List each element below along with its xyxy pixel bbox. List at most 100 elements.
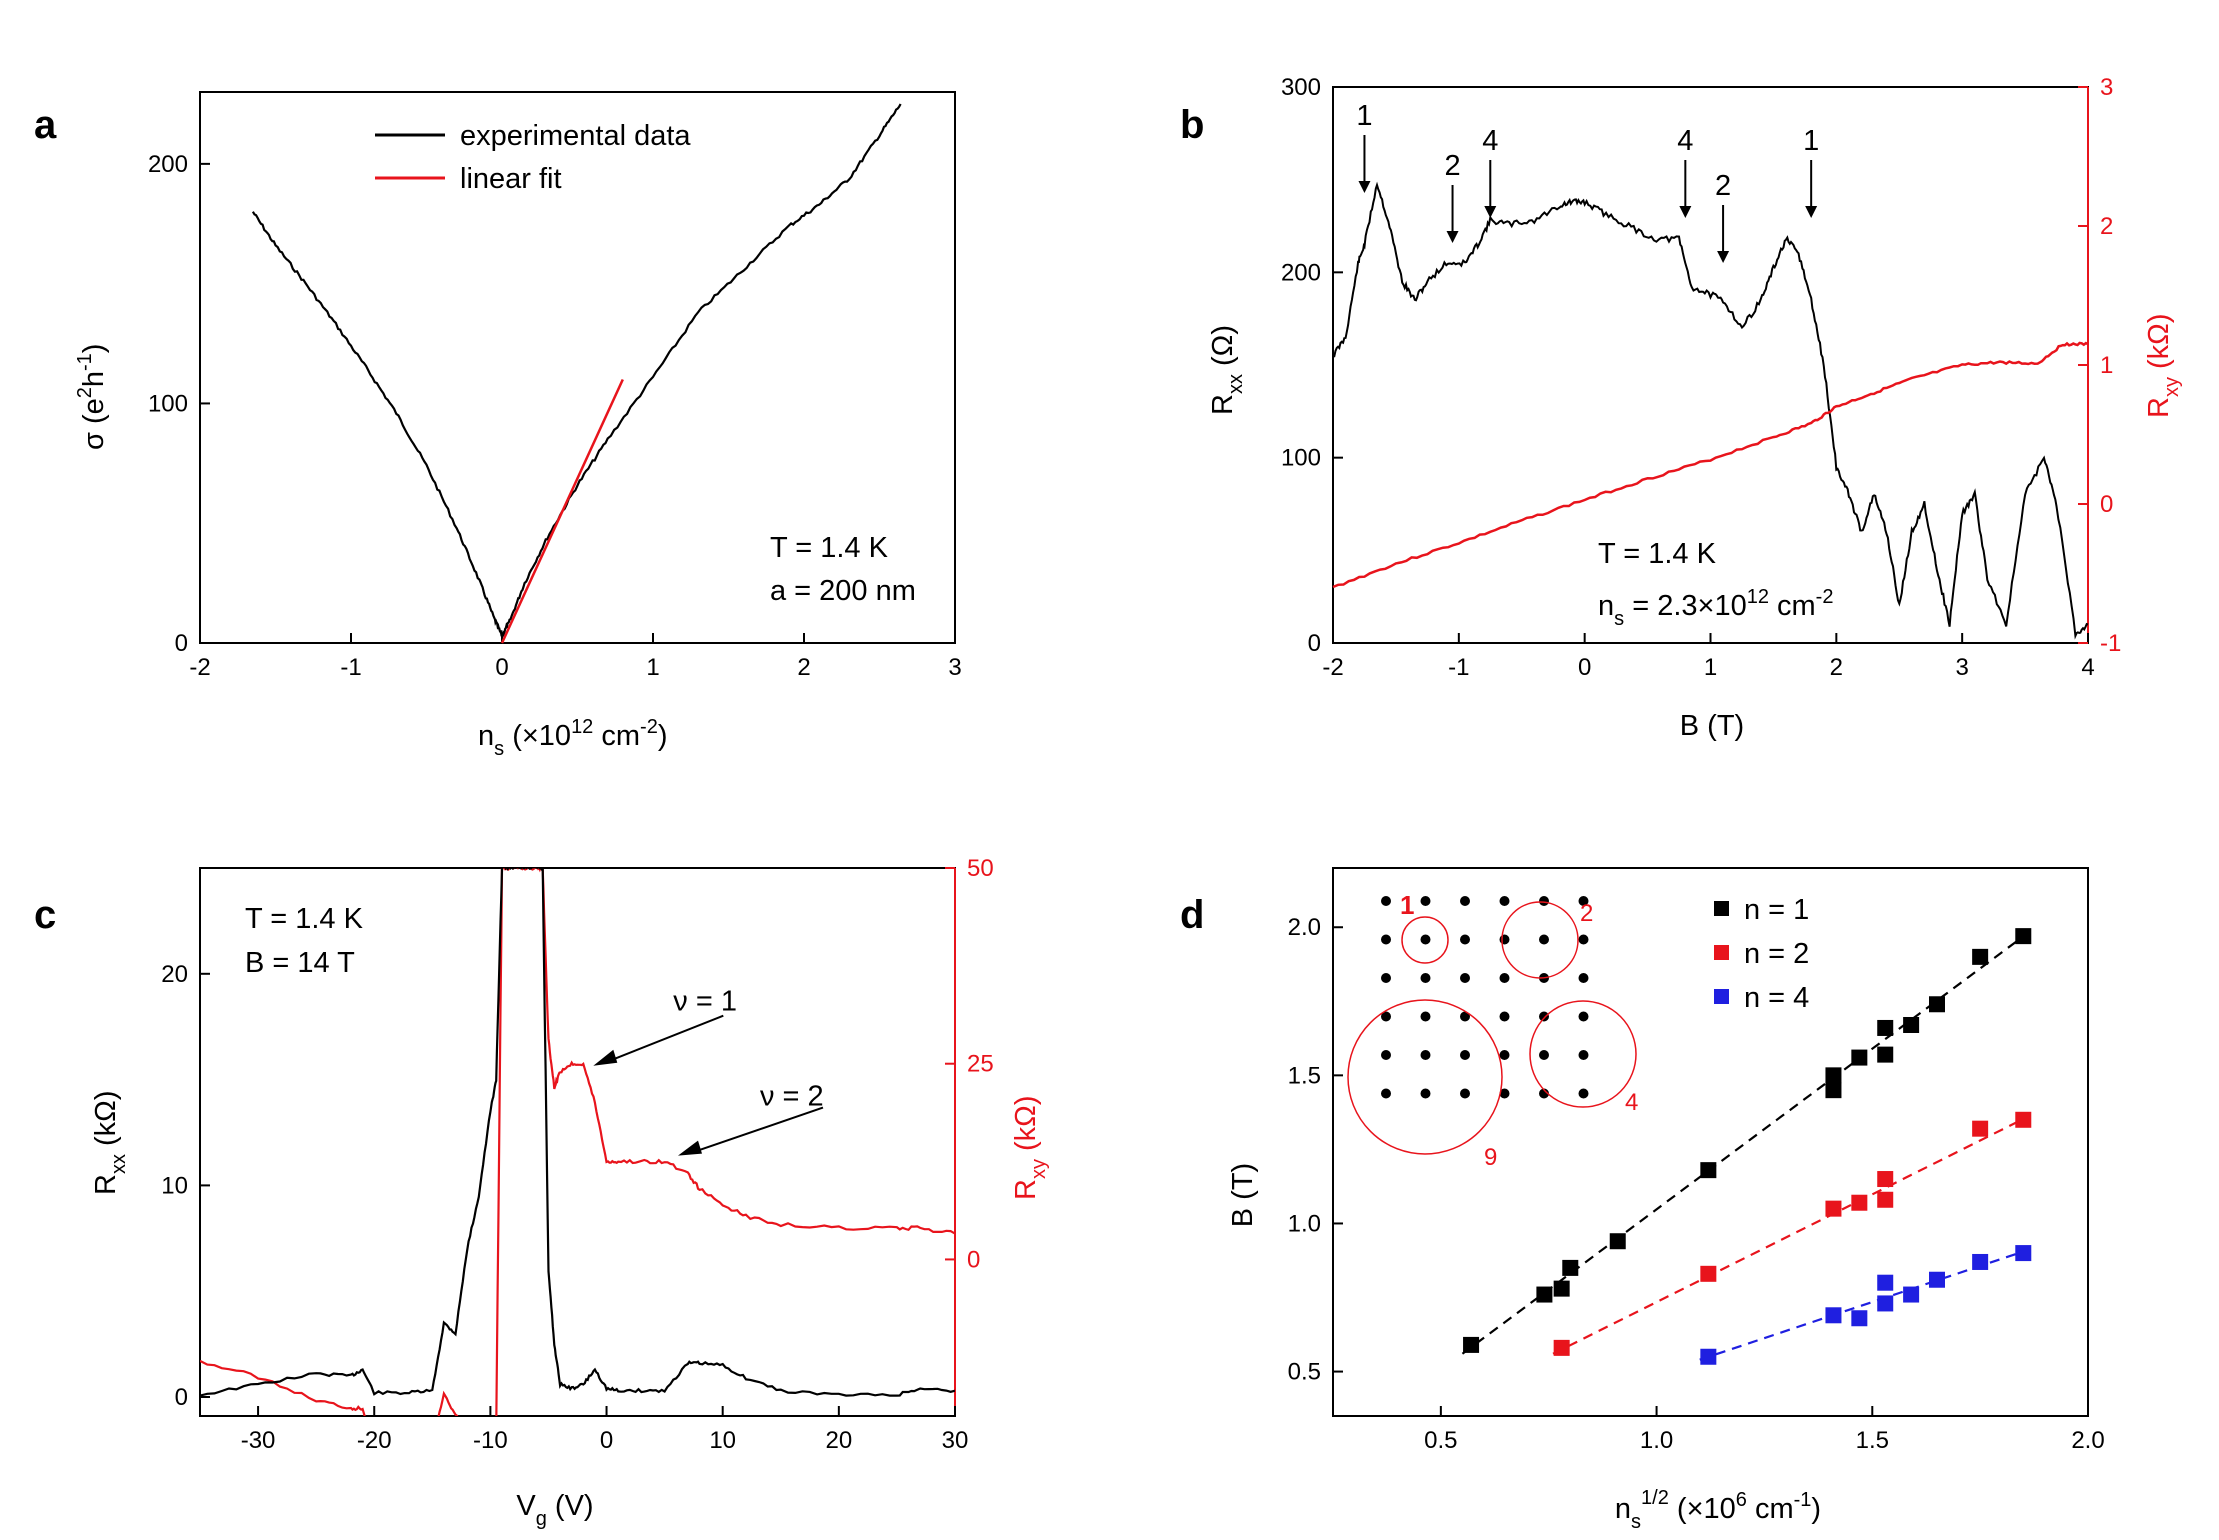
series-line-rxy	[1332, 341, 2089, 589]
data-point-n1	[1972, 948, 1989, 965]
panel-label-b: b	[1180, 103, 1204, 147]
d-ytick-label: 1.0	[1288, 1210, 1321, 1237]
lattice-dot	[1381, 896, 1391, 906]
d-ytick-label: 0.5	[1288, 1359, 1321, 1386]
legend-marker-n4	[1714, 989, 1729, 1004]
series-line-rxx	[1332, 181, 2089, 640]
supercell-circle-4	[1529, 1000, 1637, 1108]
y-axis-label-left-c: Rxx (kΩ)	[90, 1090, 130, 1195]
label-nu2: ν = 2	[760, 1081, 824, 1113]
arrow-label-2: 2	[1444, 150, 1460, 182]
legend-d: n = 1 n = 2 n = 4	[1714, 894, 1809, 1014]
d-ytick-label: 1.5	[1288, 1062, 1321, 1089]
data-point-n2	[1877, 1171, 1894, 1188]
lattice-inset	[1381, 896, 1589, 1099]
supercell-circle-2	[1501, 901, 1579, 979]
b-xtick-label: 0	[1578, 654, 1591, 681]
data-point-n2	[1877, 1191, 1894, 1208]
lattice-dot	[1499, 1011, 1510, 1022]
lattice-dot	[1460, 896, 1470, 906]
panel-label-a: a	[34, 103, 57, 147]
b-xtick-label: -2	[1322, 654, 1343, 681]
y-axis-label-d: B (T)	[1227, 1163, 1259, 1227]
lattice-dot	[1499, 1088, 1510, 1099]
panel-a: a -2 -1 0 1 2 3 0 100 200 experimental data line…	[34, 91, 962, 760]
lattice-dot	[1420, 934, 1431, 945]
arrow-label-1: 1	[1356, 100, 1372, 132]
inset-label-4: 4	[1625, 1089, 1638, 1116]
b-ytick-label: 100	[1281, 445, 1321, 472]
legend-marker-n2	[1714, 945, 1729, 960]
data-point-n1	[1463, 1336, 1480, 1353]
lattice-dot	[1499, 896, 1510, 906]
series-line-rxx	[200, 868, 955, 1397]
c-xtick-label: 20	[825, 1427, 852, 1454]
b-xtick-label: 4	[2081, 654, 2094, 681]
data-point-n1	[1536, 1286, 1553, 1303]
d-xtick-label: 0.5	[1424, 1427, 1457, 1454]
lattice-dot	[1578, 973, 1589, 983]
data-point-n1	[1700, 1162, 1717, 1179]
a-xtick-label: -1	[340, 654, 361, 681]
lattice-dot	[1499, 973, 1510, 983]
lattice-dot	[1420, 973, 1431, 983]
c-xtick-label: -10	[473, 1427, 508, 1454]
data-point-n2	[1825, 1200, 1842, 1217]
data-point-n1	[1877, 1046, 1894, 1063]
annotation-density-b: ns = 2.3×1012 cm-2	[1598, 586, 1833, 630]
b-xtick-label: -1	[1448, 654, 1469, 681]
arrow-head	[1717, 251, 1730, 263]
label-nu1: ν = 1	[673, 986, 737, 1018]
annotation-field-c: B = 14 T	[245, 947, 355, 979]
arrow-head	[1679, 206, 1692, 218]
b-xtick-label: 1	[1704, 654, 1717, 681]
lattice-dot	[1578, 1088, 1589, 1099]
annotation-temperature-c: T = 1.4 K	[245, 903, 364, 935]
c-xtick-label: -30	[241, 1427, 276, 1454]
lattice-dot	[1460, 1050, 1470, 1060]
data-point-n4	[1929, 1271, 1945, 1288]
legend-a: experimental data linear fit	[375, 120, 691, 195]
b-right-ytick-label: -1	[2100, 630, 2121, 657]
inset-label-9: 9	[1484, 1144, 1497, 1171]
a-xtick-label: -2	[189, 654, 210, 681]
lattice-dot	[1460, 934, 1470, 945]
plot-frame-a	[199, 91, 956, 644]
lattice-dot	[1539, 1088, 1549, 1099]
supercell-circle-9	[1347, 999, 1503, 1155]
lattice-dot	[1420, 1088, 1431, 1099]
d-ytick-label: 2.0	[1288, 914, 1321, 941]
b-right-ytick-label: 3	[2100, 74, 2113, 101]
arrow-label-1: 1	[1803, 125, 1819, 157]
lattice-dot	[1578, 934, 1589, 945]
data-point-n2	[1700, 1265, 1717, 1282]
data-point-n1	[1825, 1082, 1842, 1099]
data-point-n4	[1851, 1310, 1868, 1327]
a-ytick-label: 100	[148, 390, 188, 417]
lattice-dot	[1539, 934, 1549, 945]
lattice-dot	[1381, 1050, 1391, 1060]
c-ytick-label: 10	[161, 1172, 188, 1199]
data-point-n1	[1553, 1280, 1570, 1297]
b-ytick-label: 200	[1281, 259, 1321, 286]
d-xtick-label: 1.0	[1640, 1427, 1673, 1454]
data-point-n2	[1972, 1120, 1989, 1137]
y-axis-label-right-b: Rxy (kΩ)	[2143, 313, 2183, 418]
lattice-dot	[1539, 896, 1549, 906]
lattice-dot	[1578, 896, 1589, 906]
lattice-dot	[1460, 973, 1470, 983]
series-line-linear-fit	[500, 378, 624, 644]
b-right-ytick-label: 2	[2100, 213, 2113, 240]
a-xtick-label: 3	[948, 654, 961, 681]
data-point-n4	[1903, 1286, 1920, 1303]
c-right-ytick-label: 0	[967, 1246, 980, 1273]
panel-d: d 0.5 1.0 1.5 2.0 0.5 1.0 1.5 2.0 1 2 4 9 n = 1…	[1180, 867, 2105, 1533]
supercell-circle-1	[1401, 916, 1449, 964]
b-ytick-label: 300	[1281, 74, 1321, 101]
c-ytick-label: 0	[175, 1384, 188, 1411]
data-point-n4	[1825, 1307, 1842, 1324]
a-xtick-label: 1	[646, 654, 659, 681]
data-point-n1	[1851, 1049, 1868, 1066]
